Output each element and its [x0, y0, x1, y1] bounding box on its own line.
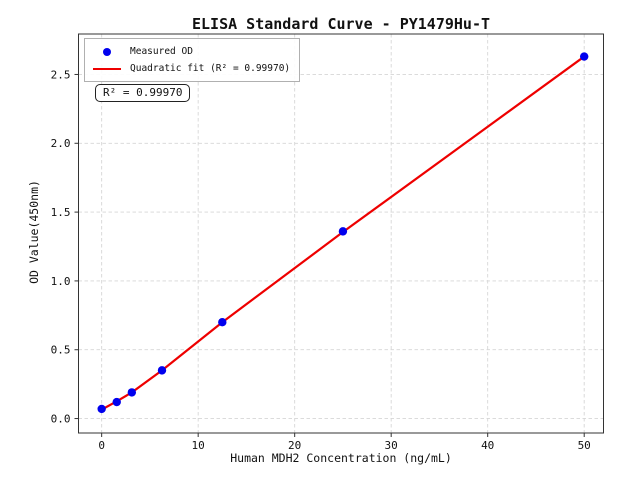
data-point — [97, 404, 106, 414]
data-point — [157, 366, 167, 375]
r-squared-annotation: R² = 0.99970 — [95, 84, 191, 102]
scatter-dot-icon — [103, 47, 111, 56]
x-tick-label: 30 — [385, 439, 398, 452]
legend-label-measured-od: Measured OD — [130, 46, 193, 57]
legend-item-quadratic-fit: Quadratic fit (R² = 0.99970) — [92, 60, 290, 77]
fit-line-icon — [93, 67, 121, 70]
y-tick-label: 1.5 — [51, 206, 71, 219]
legend-item-measured-od: Measured OD — [92, 43, 290, 60]
x-tick-label: 50 — [578, 439, 591, 452]
y-tick-label: 2.5 — [51, 68, 71, 81]
x-tick-label: 10 — [192, 439, 205, 452]
legend-label-quadratic-fit: Quadratic fit (R² = 0.99970) — [130, 63, 291, 74]
data-point — [579, 52, 589, 61]
y-tick-label: 2.0 — [51, 137, 71, 150]
y-axis-label: OD Value(450nm) — [27, 180, 41, 284]
data-point — [112, 397, 121, 407]
x-tick-label: 0 — [98, 439, 105, 452]
data-point — [338, 227, 348, 236]
y-tick-label: 0.0 — [51, 412, 71, 425]
x-tick-label: 40 — [481, 439, 494, 452]
chart-title: ELISA Standard Curve - PY1479Hu-T — [191, 15, 490, 33]
legend-marker — [92, 47, 122, 56]
data-point — [218, 318, 227, 327]
y-tick-label: 0.5 — [51, 344, 71, 357]
data-point — [127, 388, 137, 397]
y-tick-label: 1.0 — [51, 275, 71, 288]
axes-frame — [78, 33, 604, 434]
x-tick-label: 20 — [288, 439, 301, 452]
legend: Measured OD Quadratic fit (R² = 0.99970) — [84, 38, 301, 82]
legend-marker — [92, 67, 122, 70]
x-axis-label: Human MDH2 Concentration (ng/mL) — [230, 451, 452, 465]
